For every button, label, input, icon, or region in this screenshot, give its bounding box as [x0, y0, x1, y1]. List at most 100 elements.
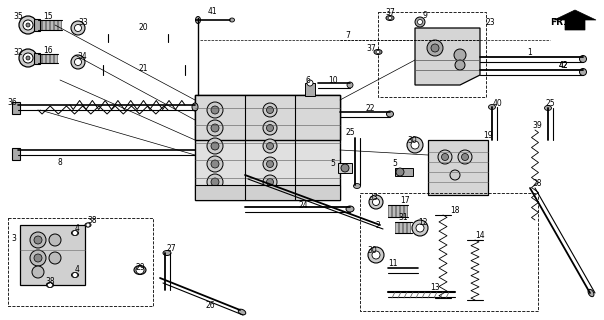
Bar — [50, 54, 53, 63]
Circle shape — [19, 49, 37, 67]
Bar — [195, 185, 340, 200]
Circle shape — [412, 220, 428, 236]
Circle shape — [442, 154, 449, 161]
Circle shape — [211, 142, 219, 150]
Bar — [46, 54, 49, 63]
Text: 2: 2 — [376, 220, 381, 229]
Text: 15: 15 — [43, 12, 53, 20]
Text: 10: 10 — [328, 76, 338, 84]
Bar — [392, 205, 395, 217]
Ellipse shape — [71, 273, 79, 277]
Circle shape — [136, 266, 144, 274]
Text: 25: 25 — [345, 127, 355, 137]
Bar — [12, 102, 20, 114]
Text: 36: 36 — [7, 98, 17, 107]
Circle shape — [30, 250, 46, 266]
Text: 30: 30 — [407, 135, 417, 145]
Circle shape — [207, 120, 223, 136]
Text: 28: 28 — [532, 179, 542, 188]
Text: 39: 39 — [532, 121, 542, 130]
Ellipse shape — [579, 68, 586, 76]
Circle shape — [32, 266, 44, 278]
Text: 17: 17 — [400, 196, 410, 204]
Text: 19: 19 — [483, 131, 493, 140]
Circle shape — [396, 168, 404, 176]
Text: 31: 31 — [398, 212, 408, 221]
Text: 5: 5 — [330, 158, 335, 167]
Polygon shape — [554, 10, 596, 30]
Circle shape — [341, 164, 349, 172]
Bar — [42, 54, 45, 63]
Circle shape — [263, 175, 277, 189]
Bar — [8, 218, 153, 306]
Circle shape — [266, 142, 274, 149]
Circle shape — [266, 161, 274, 167]
Bar — [38, 20, 41, 30]
Circle shape — [30, 232, 46, 248]
Bar — [395, 168, 413, 176]
Text: 33: 33 — [368, 193, 378, 202]
Bar — [20, 225, 85, 285]
Ellipse shape — [588, 289, 594, 297]
Bar — [195, 95, 340, 140]
Ellipse shape — [163, 251, 171, 255]
Circle shape — [372, 251, 380, 259]
Text: 9: 9 — [423, 11, 428, 20]
Text: 4: 4 — [74, 266, 80, 275]
Bar — [58, 20, 61, 30]
Circle shape — [461, 154, 469, 161]
Ellipse shape — [388, 17, 392, 20]
Bar — [46, 20, 49, 30]
Circle shape — [417, 20, 423, 25]
Bar — [404, 205, 407, 217]
Text: 22: 22 — [365, 103, 374, 113]
Text: 11: 11 — [388, 259, 398, 268]
Bar — [195, 95, 340, 200]
Text: 38: 38 — [87, 215, 97, 225]
Circle shape — [416, 224, 424, 232]
Ellipse shape — [544, 106, 551, 110]
Circle shape — [263, 103, 277, 117]
Text: 21: 21 — [138, 63, 148, 73]
Bar — [54, 54, 57, 63]
Text: 14: 14 — [475, 230, 485, 239]
Bar — [305, 83, 315, 96]
Text: 6: 6 — [306, 76, 310, 84]
Ellipse shape — [376, 51, 380, 53]
Circle shape — [207, 138, 223, 154]
Ellipse shape — [346, 206, 354, 212]
Text: 5: 5 — [393, 158, 397, 167]
Text: 26: 26 — [205, 300, 215, 309]
Text: 40: 40 — [493, 99, 503, 108]
Circle shape — [266, 179, 274, 186]
Text: 3: 3 — [11, 234, 16, 243]
Circle shape — [23, 20, 33, 30]
Text: 20: 20 — [138, 22, 148, 31]
Circle shape — [72, 273, 77, 277]
Text: 8: 8 — [57, 157, 62, 166]
Bar — [403, 222, 406, 233]
Circle shape — [368, 247, 384, 263]
Bar — [54, 20, 57, 30]
Circle shape — [74, 25, 82, 31]
Text: 37: 37 — [366, 44, 376, 52]
Bar — [360, 193, 538, 311]
Circle shape — [48, 283, 53, 287]
Ellipse shape — [353, 183, 361, 188]
Bar — [396, 205, 399, 217]
Circle shape — [438, 150, 452, 164]
Circle shape — [458, 150, 472, 164]
Text: 12: 12 — [418, 218, 428, 227]
Ellipse shape — [489, 105, 495, 109]
Circle shape — [431, 44, 439, 52]
Circle shape — [86, 223, 90, 227]
Bar — [42, 20, 45, 30]
Circle shape — [266, 107, 274, 114]
Circle shape — [211, 160, 219, 168]
Circle shape — [211, 106, 219, 114]
Ellipse shape — [238, 309, 246, 315]
Circle shape — [415, 17, 425, 27]
Text: 23: 23 — [485, 18, 495, 27]
Circle shape — [450, 170, 460, 180]
Text: 37: 37 — [385, 7, 395, 17]
